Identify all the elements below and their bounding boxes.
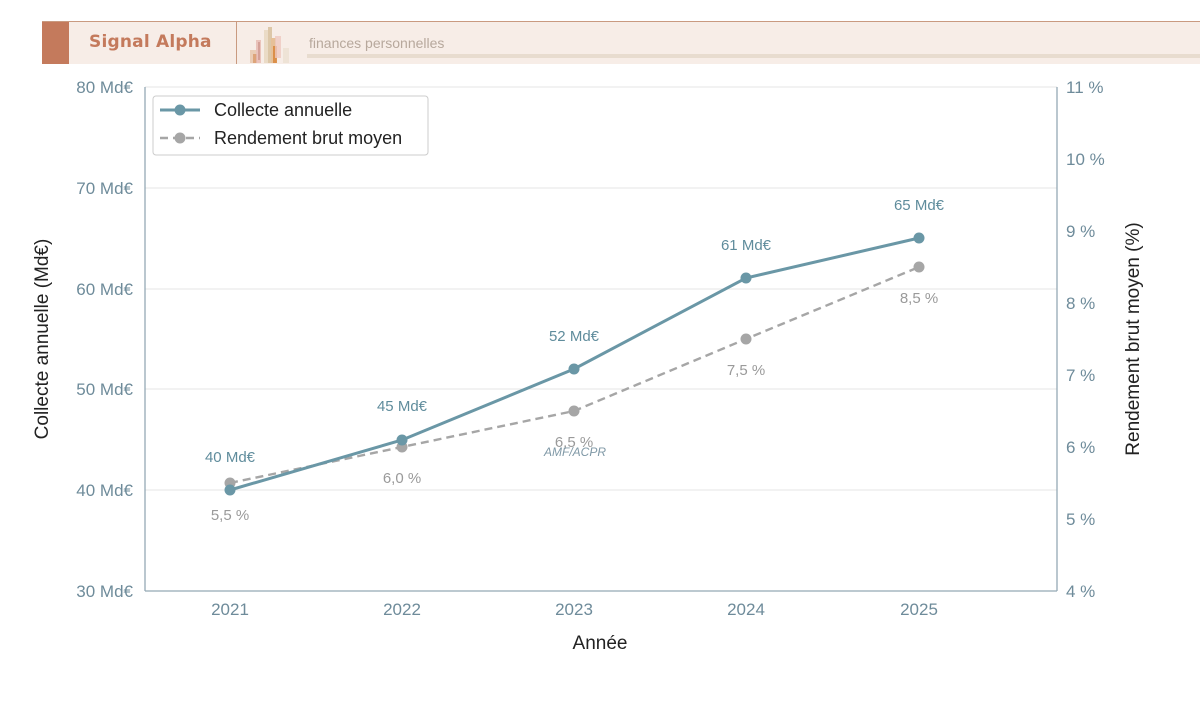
data-point (740, 272, 752, 284)
legend-label: Collecte annuelle (214, 100, 352, 120)
x-tick: 2021 (211, 600, 249, 619)
legend-item-collecte: Collecte annuelle (160, 100, 352, 120)
y-left-tick: 70 Md€ (76, 179, 133, 198)
legend-label: Rendement brut moyen (214, 128, 402, 148)
data-label: 6,5 % (555, 434, 593, 451)
data-point (224, 484, 236, 496)
axes-spines (144, 87, 1058, 592)
x-tick: 2024 (727, 600, 765, 619)
source-note: AMF/ACPR (543, 445, 606, 459)
y-right-tick: 5 % (1066, 510, 1095, 529)
data-point (396, 434, 408, 446)
data-label: 40 Md€ (205, 449, 256, 466)
y-left-tick-labels: 30 Md€ 40 Md€ 50 Md€ 60 Md€ 70 Md€ 80 Md… (76, 78, 133, 601)
y-right-tick: 4 % (1066, 582, 1095, 601)
dashed-line-marker-icon (174, 132, 186, 144)
y-left-tick: 30 Md€ (76, 582, 133, 601)
data-label: 45 Md€ (377, 398, 428, 415)
y-left-tick: 50 Md€ (76, 380, 133, 399)
y-right-axis-title: Rendement brut moyen (%) (1123, 222, 1144, 455)
brand-banner: Signal Alpha finances personnelles (42, 21, 1200, 64)
x-tick: 2022 (383, 600, 421, 619)
data-label: 5,5 % (211, 507, 249, 524)
banner-rule (307, 54, 1200, 58)
y-right-tick: 10 % (1066, 150, 1105, 169)
data-label: 7,5 % (727, 362, 765, 379)
data-label: 8,5 % (900, 290, 938, 307)
series-rendement (224, 261, 925, 489)
series-collecte (224, 232, 925, 496)
collecte-data-labels: 40 Md€ 45 Md€ 52 Md€ 61 Md€ 65 Md€ (205, 197, 945, 466)
x-tick-labels: 2021 2022 2023 2024 2025 (211, 600, 938, 619)
rendement-data-labels: 5,5 % 6,0 % 6,5 % 7,5 % 8,5 % (211, 290, 938, 524)
brand-title: Signal Alpha (89, 32, 212, 52)
y-right-tick: 9 % (1066, 222, 1095, 241)
data-label: 52 Md€ (549, 328, 600, 345)
legend-item-rendement: Rendement brut moyen (160, 128, 402, 148)
y-left-axis-title: Collecte annuelle (Md€) (32, 239, 53, 440)
y-right-tick: 7 % (1066, 366, 1095, 385)
data-point (568, 363, 580, 375)
x-tick: 2023 (555, 600, 593, 619)
y-right-tick: 11 % (1066, 78, 1104, 97)
data-label: 65 Md€ (894, 197, 945, 214)
brand-subtitle: finances personnelles (309, 35, 445, 51)
data-point (740, 333, 752, 345)
y-left-tick: 80 Md€ (76, 78, 133, 97)
data-point (568, 405, 580, 417)
data-label: 61 Md€ (721, 237, 772, 254)
x-tick: 2025 (900, 600, 938, 619)
bar-chart-logo-icon (250, 27, 289, 63)
banner-accent-bar (42, 22, 69, 64)
y-left-tick: 40 Md€ (76, 481, 133, 500)
data-point (913, 261, 925, 273)
gridlines (145, 86, 1057, 491)
solid-line-marker-icon (174, 104, 186, 116)
y-right-tick: 8 % (1066, 294, 1095, 313)
chart-legend: Collecte annuelle Rendement brut moyen (152, 95, 429, 156)
y-right-tick: 6 % (1066, 438, 1095, 457)
banner-divider (236, 22, 237, 64)
data-point (913, 232, 925, 244)
x-axis-title: Année (573, 633, 628, 654)
y-left-tick: 60 Md€ (76, 280, 133, 299)
data-label: 6,0 % (383, 470, 421, 487)
y-right-tick-labels: 4 % 5 % 6 % 7 % 8 % 9 % 10 % 11 % (1066, 78, 1105, 601)
